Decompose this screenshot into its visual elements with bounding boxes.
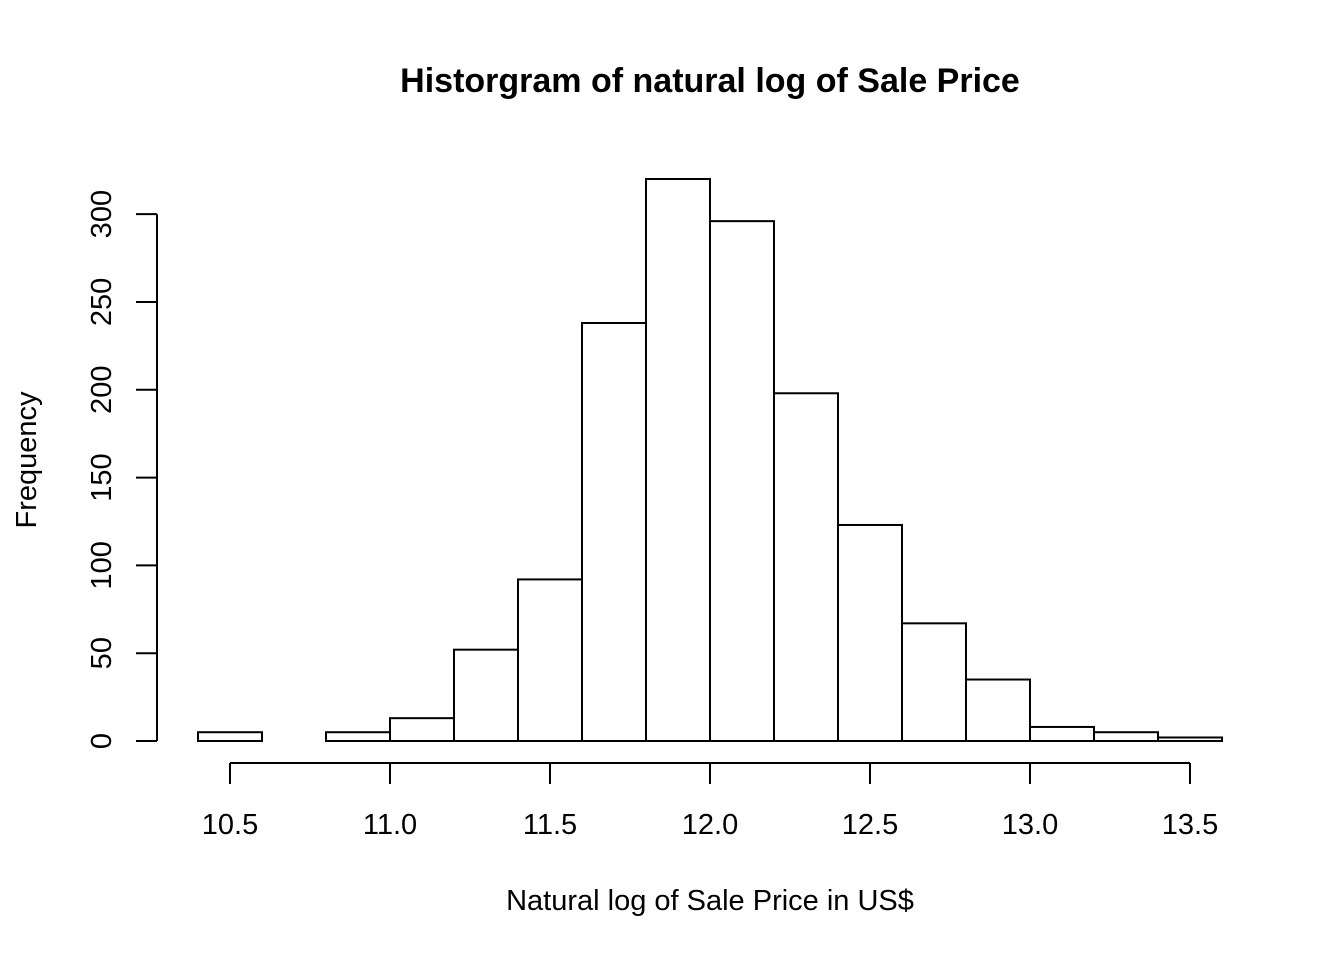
- histogram-bar: [901, 622, 967, 742]
- x-tick-label: 13.5: [1162, 809, 1218, 841]
- x-tick-label: 10.5: [202, 809, 258, 841]
- histogram-bar: [773, 392, 839, 742]
- x-tick-label: 11.0: [363, 809, 417, 841]
- x-axis: 10.5 11.0 11.5 12.0 12.5 13.0 13.5: [202, 762, 1218, 841]
- x-tick-label: 13.0: [1002, 809, 1058, 841]
- histogram-bar: [965, 678, 1031, 742]
- y-tick-label: 200: [86, 366, 118, 414]
- y-tick-label: 50: [86, 637, 118, 669]
- histogram-bar: [453, 648, 519, 742]
- y-axis-label: Frequency: [11, 391, 43, 529]
- y-tick-label: 0: [86, 733, 118, 749]
- histogram-bar: [1029, 725, 1095, 743]
- histogram-bar: [389, 717, 455, 743]
- histogram-bar: [325, 731, 391, 742]
- x-tick-label: 12.5: [842, 809, 898, 841]
- histogram-bar: [197, 731, 263, 742]
- histogram-bar: [837, 523, 903, 743]
- x-axis-label: Natural log of Sale Price in US$: [506, 885, 914, 917]
- y-tick-label: 300: [86, 190, 118, 238]
- x-tick-label: 11.5: [523, 809, 577, 841]
- histogram-bar: [517, 578, 583, 742]
- y-tick-label: 150: [86, 453, 118, 501]
- histogram-bar: [709, 220, 775, 742]
- y-axis: 0 50 100 150 200 250 300: [86, 190, 158, 749]
- y-tick-label: 250: [86, 278, 118, 326]
- y-tick-label: 100: [86, 541, 118, 589]
- chart-title: Historgram of natural log of Sale Price: [400, 62, 1020, 100]
- histogram-bar: [645, 178, 711, 742]
- x-tick-label: 12.0: [682, 809, 738, 841]
- histogram-bar: [1157, 736, 1223, 742]
- histogram-bar: [581, 322, 647, 742]
- histogram-bar: [1093, 731, 1159, 742]
- bars-group: [197, 178, 1223, 743]
